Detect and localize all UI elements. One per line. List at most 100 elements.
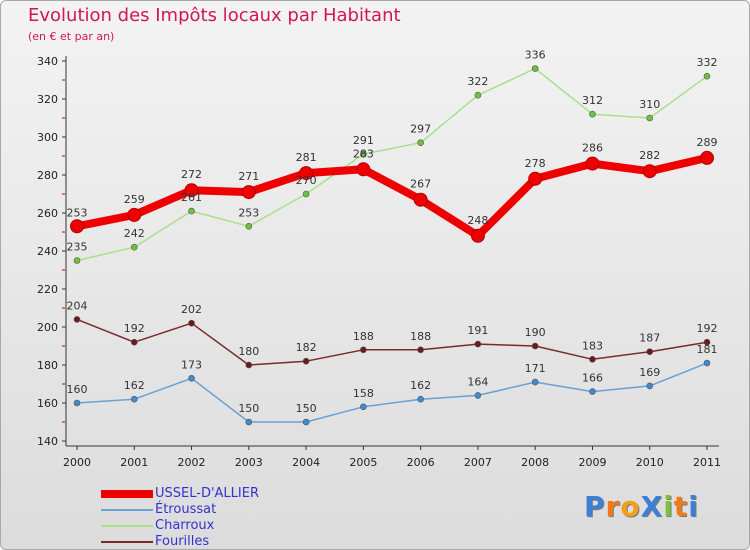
data-label-ussel-d-allier: 289 (697, 136, 718, 149)
data-label-fourilles: 204 (67, 299, 88, 312)
legend-swatch-charroux (101, 525, 153, 527)
data-point-troussat (417, 395, 424, 403)
data-label-charroux: 253 (238, 206, 259, 219)
data-point-ussel-d-allier (356, 162, 371, 177)
data-label-charroux: 297 (410, 123, 431, 136)
data-label-ussel-d-allier: 253 (67, 206, 88, 219)
y-tick-label: 320 (37, 93, 58, 106)
data-point-charroux (417, 139, 424, 146)
data-label-troussat: 173 (181, 358, 202, 371)
data-point-fourilles (703, 338, 711, 346)
data-point-fourilles (188, 319, 195, 327)
data-point-ussel-d-allier (413, 192, 428, 207)
data-point-ussel-d-allier (241, 185, 256, 200)
data-label-ussel-d-allier: 278 (525, 157, 546, 170)
y-tick-label: 280 (37, 169, 58, 182)
data-point-ussel-d-allier (127, 207, 142, 222)
legend-label-fourilles: Fourilles (155, 534, 210, 549)
data-label-charroux: 291 (353, 134, 374, 147)
data-label-charroux: 312 (582, 94, 603, 107)
data-point-charroux (703, 72, 711, 80)
data-point-charroux (302, 190, 310, 198)
data-point-troussat (531, 378, 539, 386)
legend-swatch-fourilles (101, 541, 153, 543)
chart-subtitle: (en € et par an) (28, 30, 115, 43)
legend-label-etroussat: Étroussat (155, 502, 217, 517)
data-point-charroux (531, 65, 539, 72)
data-label-fourilles: 191 (467, 324, 488, 337)
legend-swatch-ussel (101, 490, 153, 498)
y-tick-label: 140 (37, 435, 58, 448)
x-tick-label: 2006 (407, 456, 435, 469)
data-point-ussel-d-allier (585, 156, 600, 171)
data-point-troussat (73, 399, 81, 407)
data-label-fourilles: 190 (525, 326, 546, 339)
x-tick-label: 2004 (292, 456, 320, 469)
data-point-charroux (245, 223, 253, 230)
axes: 140 160 180 200 220 240 260 280 300 320 340 2000 200… (37, 55, 721, 469)
y-tick-label: 300 (37, 131, 58, 144)
x-tick-label: 2005 (349, 456, 377, 469)
data-label-fourilles: 192 (124, 322, 145, 335)
data-label-troussat: 150 (296, 402, 317, 415)
y-tick-label: 180 (37, 359, 58, 372)
data-point-charroux (73, 257, 81, 264)
data-label-charroux: 310 (639, 98, 660, 111)
data-point-fourilles (474, 340, 482, 348)
data-label-troussat: 160 (67, 383, 88, 396)
x-tick-label: 2008 (521, 456, 549, 469)
data-label-troussat: 162 (124, 379, 145, 392)
data-label-fourilles: 187 (639, 332, 660, 345)
data-label-fourilles: 180 (238, 345, 259, 358)
data-point-fourilles (302, 357, 310, 365)
data-point-fourilles (245, 361, 253, 369)
data-label-charroux: 332 (697, 56, 718, 69)
data-point-troussat (474, 392, 482, 399)
x-tick-label: 2009 (578, 456, 606, 469)
data-label-ussel-d-allier: 248 (467, 214, 488, 227)
data-point-troussat (188, 374, 195, 382)
data-label-troussat: 162 (410, 379, 431, 392)
data-point-ussel-d-allier (470, 228, 485, 243)
data-point-fourilles (360, 346, 367, 354)
legend-label-ussel: USSEL-D'ALLIER (155, 486, 259, 501)
data-label-troussat: 181 (697, 343, 718, 356)
data-point-troussat (302, 418, 310, 426)
data-labels: 235 242 261 253 270 291 297 322 336 312 310 332 204 1… (67, 49, 718, 415)
data-point-charroux (474, 91, 482, 99)
data-label-ussel-d-allier: 267 (410, 178, 431, 191)
x-tick-label: 2003 (235, 456, 263, 469)
x-tick-label: 2007 (464, 456, 492, 469)
data-point-troussat (360, 403, 367, 411)
data-point-troussat (130, 395, 138, 403)
legend-swatch-etroussat (101, 509, 153, 511)
data-point-ussel-d-allier (299, 166, 314, 181)
data-label-fourilles: 188 (353, 330, 374, 343)
data-label-ussel-d-allier: 272 (181, 168, 202, 181)
x-tick-label: 2001 (120, 456, 148, 469)
data-point-ussel-d-allier (184, 183, 199, 198)
data-label-troussat: 164 (467, 375, 488, 388)
data-point-fourilles (417, 346, 424, 354)
data-label-troussat: 166 (582, 372, 603, 385)
data-label-fourilles: 192 (697, 322, 718, 335)
data-label-ussel-d-allier: 259 (124, 193, 145, 206)
data-label-charroux: 242 (124, 227, 145, 240)
series-line-fourilles (76, 318, 708, 366)
series-line-charroux (76, 67, 708, 262)
data-label-fourilles: 182 (296, 341, 317, 354)
data-label-charroux: 270 (296, 174, 317, 187)
data-label-troussat: 171 (525, 362, 546, 375)
data-point-troussat (646, 382, 654, 390)
data-label-troussat: 150 (238, 402, 259, 415)
x-tick-label: 2010 (636, 456, 664, 469)
data-point-fourilles (531, 342, 539, 350)
legend-label-charroux: Charroux (155, 518, 215, 533)
data-point-charroux (130, 243, 138, 251)
data-label-fourilles: 202 (181, 303, 202, 316)
data-point-ussel-d-allier (700, 150, 714, 165)
data-label-charroux: 336 (525, 49, 546, 62)
data-label-charroux: 261 (181, 191, 202, 204)
data-point-charroux (646, 114, 654, 122)
data-point-troussat (245, 418, 253, 426)
